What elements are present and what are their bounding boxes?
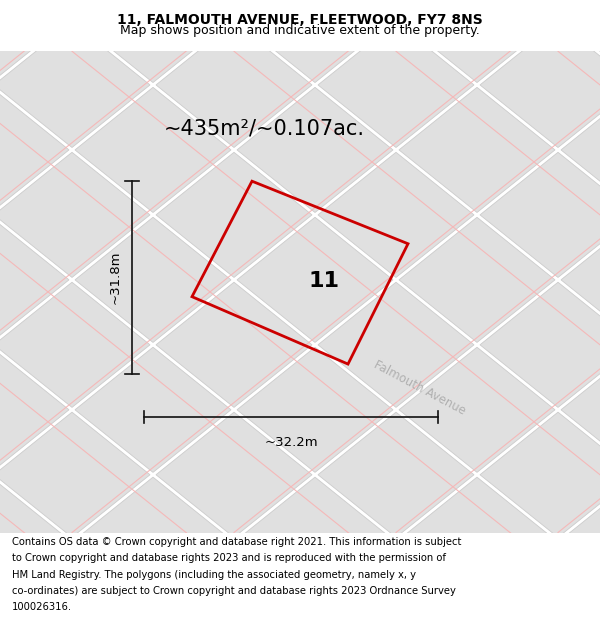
Polygon shape (399, 348, 555, 472)
Polygon shape (399, 88, 555, 212)
Polygon shape (75, 0, 231, 82)
Polygon shape (237, 348, 393, 472)
Polygon shape (480, 282, 600, 408)
Polygon shape (156, 412, 312, 538)
Text: 11, FALMOUTH AVENUE, FLEETWOOD, FY7 8NS: 11, FALMOUTH AVENUE, FLEETWOOD, FY7 8NS (117, 12, 483, 27)
Polygon shape (237, 477, 393, 602)
Polygon shape (75, 88, 231, 212)
Polygon shape (237, 88, 393, 212)
Polygon shape (156, 282, 312, 408)
Polygon shape (0, 348, 69, 472)
Text: Contains OS data © Crown copyright and database right 2021. This information is : Contains OS data © Crown copyright and d… (12, 537, 461, 547)
Text: ~32.2m: ~32.2m (264, 436, 318, 449)
Polygon shape (156, 542, 312, 625)
Polygon shape (75, 217, 231, 342)
Polygon shape (399, 477, 555, 602)
Polygon shape (480, 412, 600, 538)
Polygon shape (0, 22, 150, 148)
Polygon shape (399, 217, 555, 342)
Polygon shape (480, 22, 600, 148)
Polygon shape (0, 0, 69, 82)
Polygon shape (318, 282, 474, 408)
Polygon shape (75, 477, 231, 602)
Polygon shape (0, 542, 150, 625)
Polygon shape (0, 217, 69, 342)
Polygon shape (318, 152, 474, 278)
Text: 11: 11 (308, 271, 340, 291)
Text: to Crown copyright and database rights 2023 and is reproduced with the permissio: to Crown copyright and database rights 2… (12, 553, 446, 563)
Text: 100026316.: 100026316. (12, 602, 72, 612)
Polygon shape (237, 0, 393, 82)
Polygon shape (0, 282, 150, 408)
Polygon shape (0, 412, 150, 538)
Polygon shape (237, 217, 393, 342)
Polygon shape (75, 348, 231, 472)
Polygon shape (318, 412, 474, 538)
Polygon shape (561, 88, 600, 212)
Polygon shape (561, 217, 600, 342)
Polygon shape (480, 542, 600, 625)
Polygon shape (561, 348, 600, 472)
Polygon shape (0, 152, 150, 278)
Text: ~435m²/~0.107ac.: ~435m²/~0.107ac. (163, 118, 365, 138)
Polygon shape (318, 22, 474, 148)
Polygon shape (399, 0, 555, 82)
Text: ~31.8m: ~31.8m (108, 251, 121, 304)
Polygon shape (561, 0, 600, 82)
Polygon shape (318, 542, 474, 625)
Polygon shape (156, 22, 312, 148)
Polygon shape (156, 152, 312, 278)
Polygon shape (561, 477, 600, 602)
Polygon shape (480, 152, 600, 278)
Text: co-ordinates) are subject to Crown copyright and database rights 2023 Ordnance S: co-ordinates) are subject to Crown copyr… (12, 586, 456, 596)
Polygon shape (0, 477, 69, 602)
Text: Falmouth Avenue: Falmouth Avenue (372, 359, 468, 418)
Polygon shape (0, 88, 69, 212)
Text: HM Land Registry. The polygons (including the associated geometry, namely x, y: HM Land Registry. The polygons (includin… (12, 569, 416, 579)
Text: Map shows position and indicative extent of the property.: Map shows position and indicative extent… (120, 24, 480, 37)
